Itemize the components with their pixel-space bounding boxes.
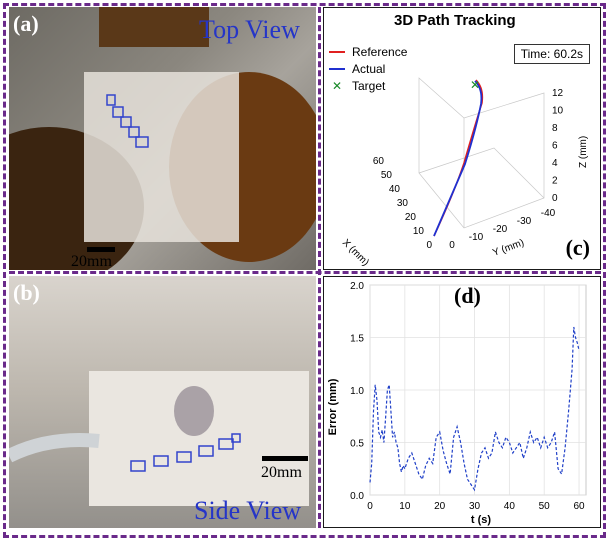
chart-3d-title: 3D Path Tracking [394, 12, 516, 29]
y-tick-label: 0.5 [350, 439, 364, 450]
side-view-label: Side View [194, 496, 302, 525]
z-axis-label: Z (mm) [578, 136, 589, 168]
legend-entry-actual: Actual [329, 60, 407, 77]
error-series-line [369, 326, 580, 492]
reference-path-line [433, 79, 484, 237]
y-tick-label: -20 [493, 224, 508, 235]
x-tick-label: 0 [367, 501, 373, 512]
chart-3d-box [418, 77, 545, 229]
legend-entry-target: ✕ Target [329, 77, 407, 94]
scale-label-a: 20mm [71, 253, 112, 270]
y-tick-label: -40 [541, 208, 556, 219]
y-axis-ticks: 0 -10 -20 -30 -40 [449, 208, 555, 251]
coil-top [99, 7, 209, 47]
scale-bar-b [262, 456, 308, 461]
z-tick-label: 0 [552, 193, 558, 204]
x-tick-label: 0 [426, 240, 432, 251]
tube [9, 433, 100, 463]
error-x-axis-label: t (s) [471, 514, 492, 526]
top-view-photo: (a) Top View 20mm [9, 7, 316, 270]
panel-letter-d: (d) [454, 283, 481, 308]
z-tick-label: 4 [552, 158, 558, 169]
y-tick-label: 0 [449, 240, 455, 251]
x-tick-label: 10 [399, 501, 411, 512]
panel-letter-c: (c) [565, 235, 590, 260]
panel-3d-path: 3D Path Tracking Reference Actual ✕ Targ… [323, 7, 601, 270]
x-tick-label: 10 [413, 226, 425, 237]
actual-path-line [433, 80, 483, 237]
legend-swatch-target: ✕ [331, 78, 343, 93]
phantom-block [84, 72, 239, 242]
error-chart-svg: 0.0 0.5 1.0 1.5 2.0 0 10 20 30 40 50 60 Error (mm)… [327, 281, 587, 526]
side-waypoint-boxes [130, 433, 241, 472]
y-tick-label: 0.0 [350, 491, 364, 502]
legend-label-reference: Reference [352, 44, 408, 59]
legend-swatch-actual [329, 67, 345, 70]
x-tick-label: 60 [573, 501, 585, 512]
scale-label-b: 20mm [261, 464, 302, 481]
waypoint-boxes [106, 94, 149, 148]
panel-error-chart: 0.0 0.5 1.0 1.5 2.0 0 10 20 30 40 50 60 Error (mm)… [323, 276, 601, 528]
x-tick-label: 30 [469, 501, 481, 512]
z-tick-label: 12 [552, 88, 564, 99]
error-chart-y-ticks: 0.0 0.5 1.0 1.5 2.0 [350, 281, 364, 502]
top-view-label: Top View [199, 15, 300, 44]
y-tick-label: -10 [469, 232, 484, 243]
side-view-photo: (b) 20mm Side View [9, 276, 316, 528]
chart-3d-legend: Reference Actual ✕ Target [329, 43, 407, 94]
top-view-scene [9, 7, 316, 270]
legend-label-target: Target [352, 78, 386, 93]
x-tick-label: 40 [389, 184, 401, 195]
panel-separator-vertical [318, 7, 321, 528]
y-tick-label: 1.0 [350, 386, 364, 397]
x-tick-label: 50 [539, 501, 551, 512]
z-tick-label: 2 [552, 176, 558, 187]
catheter-shadow [174, 386, 214, 436]
side-view-scene [9, 371, 309, 506]
z-tick-label: 8 [552, 123, 558, 134]
target-marker: ✕ [470, 78, 480, 92]
x-tick-label: 20 [434, 501, 446, 512]
x-axis-label: X (mm) [340, 237, 371, 268]
time-readout: Time: 60.2s [513, 44, 590, 64]
y-tick-label: -30 [517, 216, 532, 227]
panel-letter-b: (b) [13, 280, 40, 305]
error-chart-x-ticks: 0 10 20 30 40 50 60 [367, 501, 585, 512]
error-chart-grid [369, 284, 587, 496]
z-tick-label: 10 [552, 106, 564, 117]
y-axis-label: Y (mm) [491, 237, 525, 258]
legend-label-actual: Actual [352, 61, 386, 76]
x-tick-label: 50 [381, 170, 393, 181]
x-tick-label: 30 [397, 198, 409, 209]
x-tick-label: 60 [373, 156, 385, 167]
panel-letter-a: (a) [13, 11, 39, 36]
legend-entry-reference: Reference [329, 43, 407, 60]
x-axis-ticks: 010 20 30 40 50 60 [373, 156, 433, 251]
z-axis-ticks: 0 2 4 6 8 10 12 [552, 88, 564, 204]
scale-bar-a [87, 247, 115, 252]
z-tick-label: 6 [552, 141, 558, 152]
legend-swatch-reference [329, 50, 345, 53]
figure-frame [3, 3, 606, 538]
error-y-axis-label: Error (mm) [327, 378, 339, 435]
y-tick-label: 2.0 [350, 281, 364, 292]
panel-separator-horizontal [9, 271, 601, 274]
x-tick-label: 20 [405, 212, 417, 223]
x-tick-label: 40 [504, 501, 516, 512]
y-tick-label: 1.5 [350, 334, 364, 345]
